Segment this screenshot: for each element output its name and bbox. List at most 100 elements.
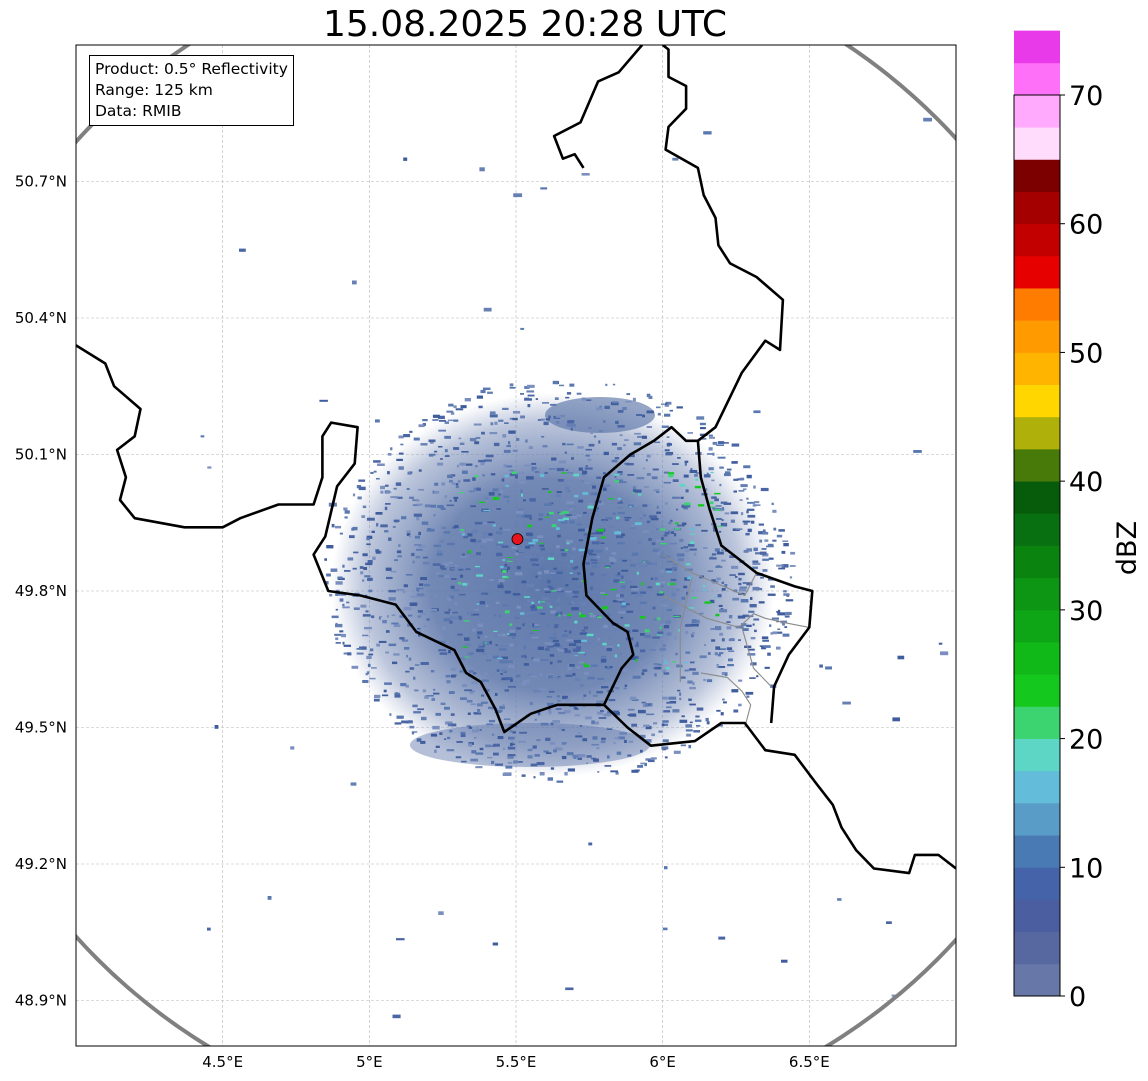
echo-pixel bbox=[669, 542, 678, 545]
echo-pixel bbox=[432, 419, 439, 421]
colorbar-block bbox=[1014, 674, 1060, 707]
echo-pixel bbox=[767, 652, 771, 656]
echo-pixel bbox=[428, 439, 436, 443]
echo-pixel bbox=[684, 669, 689, 672]
echo-pixel bbox=[642, 530, 649, 533]
axis-ticks: 4.5°E 5°E 5.5°E 6°E 6.5°E50.7°N50.4°N50.1°N4… bbox=[15, 173, 830, 1072]
echo-pixel bbox=[561, 634, 568, 638]
echo-pixel-strong bbox=[702, 585, 706, 587]
echo-pixel bbox=[394, 692, 400, 695]
echo-pixel bbox=[596, 700, 604, 703]
map-frame bbox=[75, 44, 957, 1047]
echo-pixel bbox=[554, 509, 558, 512]
echo-pixel bbox=[703, 678, 706, 682]
echo-pixel bbox=[699, 612, 704, 615]
echo-pixel bbox=[528, 446, 533, 449]
echo-pixel bbox=[486, 689, 490, 692]
echo-pixel bbox=[645, 739, 652, 743]
colorbar-tick-label: 50 bbox=[1069, 338, 1103, 369]
echo-pixel-outer bbox=[781, 959, 788, 963]
echo-pixel-strong bbox=[474, 475, 479, 478]
echo-pixel bbox=[432, 490, 435, 494]
echo-pixel bbox=[550, 661, 553, 665]
echo-pixel bbox=[719, 652, 724, 655]
echo-pixel bbox=[487, 756, 493, 759]
colorbar-block bbox=[1014, 513, 1060, 546]
echo-pixel bbox=[662, 644, 666, 647]
echo-pixel bbox=[418, 633, 421, 637]
echo-pixel bbox=[559, 415, 565, 417]
echo-pixel bbox=[397, 555, 402, 558]
echo-pixel bbox=[403, 584, 408, 588]
echo-pixel bbox=[374, 694, 381, 698]
echo-pixel bbox=[457, 633, 463, 636]
echo-pixel bbox=[646, 520, 650, 524]
echo-pixel bbox=[734, 576, 738, 578]
echo-pixel bbox=[546, 646, 554, 648]
echo-pixel bbox=[777, 628, 781, 630]
echo-pixel bbox=[450, 585, 455, 589]
echo-pixel bbox=[777, 631, 783, 634]
echo-pixel bbox=[459, 593, 466, 596]
echo-pixel bbox=[418, 545, 426, 548]
echo-pixel bbox=[592, 485, 596, 489]
echo-pixel bbox=[530, 558, 538, 562]
echo-pixel-strong bbox=[601, 536, 606, 539]
echo-pixel bbox=[455, 756, 462, 759]
echo-pixel bbox=[351, 527, 355, 531]
lat-tick-label: 50.7°N bbox=[15, 173, 67, 191]
echo-pixel bbox=[613, 579, 620, 583]
echo-pixel bbox=[622, 559, 627, 562]
echo-pixel bbox=[723, 442, 729, 444]
echo-pixel bbox=[686, 733, 692, 737]
echo-pixel bbox=[534, 718, 537, 721]
echo-pixel bbox=[624, 519, 630, 522]
echo-pixel bbox=[608, 525, 614, 528]
echo-pixel bbox=[386, 576, 393, 580]
echo-pixel-strong bbox=[573, 473, 579, 477]
echo-pixel bbox=[396, 458, 403, 461]
echo-pixel bbox=[758, 601, 765, 604]
echo-pixel bbox=[687, 432, 693, 434]
echo-pixel-strong bbox=[687, 576, 693, 580]
echo-pixel bbox=[574, 707, 579, 710]
echo-pixel bbox=[388, 597, 396, 601]
echo-pixel bbox=[590, 432, 593, 434]
echo-pixel bbox=[501, 633, 507, 637]
echo-pixel bbox=[386, 491, 392, 493]
echo-pixel bbox=[572, 566, 577, 570]
echo-pixel bbox=[422, 556, 428, 559]
echo-pixel bbox=[447, 419, 455, 422]
echo-pixel-strong bbox=[629, 506, 632, 508]
echo-pixel bbox=[548, 690, 555, 693]
echo-pixel bbox=[746, 474, 752, 479]
echo-pixel bbox=[565, 514, 572, 516]
echo-pixel bbox=[416, 516, 420, 521]
echo-pixel bbox=[509, 643, 514, 647]
colorbar-block bbox=[1014, 288, 1060, 321]
echo-pixel bbox=[530, 763, 538, 767]
echo-pixel bbox=[548, 675, 553, 679]
echo-pixel bbox=[669, 519, 673, 522]
echo-pixel bbox=[544, 591, 551, 593]
echo-pixel bbox=[516, 438, 520, 441]
colorbar-block bbox=[1014, 95, 1060, 128]
echo-pixel bbox=[457, 480, 461, 483]
echo-pixel-strong bbox=[498, 541, 504, 544]
echo-pixel bbox=[440, 458, 443, 460]
echo-pixel-strong bbox=[476, 603, 480, 605]
echo-pixel bbox=[723, 502, 732, 505]
echo-pixel bbox=[552, 720, 561, 724]
echo-pixel bbox=[617, 507, 623, 509]
echo-pixel bbox=[398, 435, 404, 439]
echo-pixel-outer bbox=[664, 866, 668, 870]
echo-pixel bbox=[518, 761, 523, 763]
echo-pixel bbox=[441, 526, 447, 530]
echo-pixel bbox=[547, 702, 555, 706]
echo-pixel-strong bbox=[694, 485, 702, 489]
echo-pixel bbox=[636, 414, 642, 416]
echo-pixel bbox=[588, 427, 592, 429]
echo-pixel bbox=[400, 443, 404, 446]
echo-pixel bbox=[482, 531, 489, 535]
echo-pixel bbox=[748, 648, 755, 651]
